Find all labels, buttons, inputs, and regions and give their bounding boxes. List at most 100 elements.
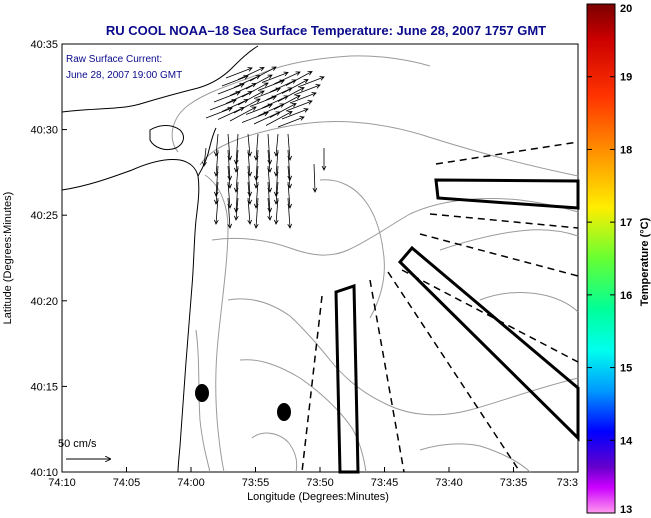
colorbar bbox=[586, 3, 616, 514]
contour-line bbox=[199, 121, 579, 177]
map-title: RU COOL NOAA–18 Sea Surface Temperature:… bbox=[106, 23, 546, 38]
contour-line bbox=[319, 179, 385, 319]
current-vector bbox=[249, 95, 277, 107]
current-vector bbox=[285, 100, 313, 112]
current-vector bbox=[213, 197, 219, 225]
sector-box-east bbox=[434, 178, 580, 210]
colorbar-tick-label: 16 bbox=[620, 290, 632, 302]
current-vector bbox=[273, 71, 301, 85]
current-vector bbox=[285, 71, 313, 86]
colorbar-label: Temperature (°C) bbox=[639, 217, 651, 306]
current-vector bbox=[249, 66, 277, 82]
x-tick-label: 73:40 bbox=[435, 477, 463, 489]
current-vector bbox=[247, 165, 253, 197]
contour-line bbox=[204, 174, 229, 473]
current-vector bbox=[269, 103, 297, 118]
contour-line bbox=[419, 443, 531, 473]
current-vector bbox=[321, 148, 327, 171]
x-tick-label: 73:35 bbox=[500, 477, 528, 489]
colorbar-tick-label: 19 bbox=[620, 72, 632, 84]
y-tick-label: 40:10 bbox=[30, 467, 58, 479]
current-vector bbox=[245, 74, 273, 90]
current-vector bbox=[277, 87, 305, 102]
coastline-upper bbox=[61, 45, 259, 113]
dashed-beam bbox=[401, 269, 579, 363]
plot-frame bbox=[61, 43, 579, 473]
contour-line bbox=[195, 329, 211, 473]
current-vector bbox=[267, 197, 273, 221]
legend-current-date: June 28, 2007 19:00 GMT bbox=[66, 70, 182, 81]
staten-island bbox=[149, 125, 184, 151]
x-tick-label: 73:3 bbox=[557, 477, 578, 489]
contour-line bbox=[251, 432, 298, 473]
x-tick-label: 73:45 bbox=[371, 477, 399, 489]
bathymetry-contours bbox=[171, 55, 579, 473]
radar-station-marker bbox=[195, 384, 209, 402]
current-vector bbox=[247, 197, 253, 225]
surface-current-vectors bbox=[202, 66, 327, 229]
current-vector bbox=[257, 79, 285, 91]
current-vector bbox=[227, 149, 233, 181]
current-vector bbox=[213, 91, 241, 103]
current-vector bbox=[287, 197, 293, 229]
y-tick-label: 40:25 bbox=[30, 210, 58, 222]
colorbar-ticks: 20 19 18 17 16 15 14 13 bbox=[587, 3, 633, 516]
colorbar-tick-label: 20 bbox=[620, 3, 632, 15]
sandy-hook-spit bbox=[197, 127, 217, 177]
coastline-sandy-hook bbox=[61, 159, 200, 473]
x-tick-label: 73:50 bbox=[306, 477, 334, 489]
scale-label: 50 cm/s bbox=[58, 438, 97, 450]
colorbar-tick-label: 17 bbox=[620, 217, 632, 229]
current-vector bbox=[253, 197, 259, 229]
dashed-beam bbox=[301, 295, 323, 473]
x-tick-label: 74:05 bbox=[113, 477, 141, 489]
y-tick-label: 40:30 bbox=[30, 125, 58, 137]
current-vector bbox=[205, 107, 233, 119]
y-tick-label: 40:20 bbox=[30, 296, 58, 308]
current-vector bbox=[267, 181, 273, 213]
y-axis-ticks: 40:35 40:30 40:25 40:20 40:15 40:10 bbox=[30, 39, 67, 479]
x-tick-label: 74:00 bbox=[177, 477, 205, 489]
current-vector bbox=[217, 83, 245, 95]
current-vector bbox=[293, 84, 321, 96]
current-vector bbox=[241, 82, 269, 98]
current-vector bbox=[237, 66, 265, 80]
y-axis-label: Latitude (Degrees:Minutes) bbox=[2, 192, 14, 325]
current-vector bbox=[297, 76, 325, 88]
dashed-beam bbox=[387, 271, 521, 473]
x-axis-ticks: 74:10 74:05 74:00 73:55 73:50 73:45 73:40 73:35… bbox=[48, 467, 579, 489]
y-tick-label: 40:15 bbox=[30, 381, 58, 393]
contour-line bbox=[239, 359, 367, 473]
y-tick-label: 40:35 bbox=[30, 39, 58, 51]
current-vector bbox=[273, 165, 279, 197]
current-vector bbox=[281, 79, 309, 94]
x-tick-label: 74:10 bbox=[48, 477, 76, 489]
current-vector bbox=[225, 67, 253, 79]
current-vector bbox=[245, 103, 273, 115]
coastline bbox=[61, 45, 259, 473]
current-vector bbox=[289, 92, 317, 104]
current-vector bbox=[273, 95, 301, 110]
dashed-beam bbox=[369, 279, 405, 473]
current-vector bbox=[233, 98, 261, 114]
radar-sectors bbox=[301, 141, 580, 474]
current-vector bbox=[202, 147, 207, 167]
current-vector bbox=[233, 197, 239, 221]
current-vector bbox=[312, 163, 318, 193]
contour-line bbox=[171, 55, 431, 153]
current-vector bbox=[287, 149, 293, 181]
current-vector bbox=[229, 106, 257, 122]
current-vector bbox=[233, 133, 239, 165]
current-vector bbox=[265, 111, 293, 126]
current-vector bbox=[253, 149, 259, 181]
legend-current-label: Raw Surface Current: bbox=[66, 54, 162, 65]
dashed-beam bbox=[429, 213, 579, 229]
current-vector bbox=[233, 181, 239, 213]
current-vector bbox=[261, 71, 289, 83]
contour-line bbox=[479, 292, 579, 313]
current-vector bbox=[241, 111, 269, 123]
current-vector bbox=[221, 75, 249, 87]
current-vector bbox=[277, 116, 305, 128]
colorbar-tick-label: 13 bbox=[620, 504, 632, 516]
